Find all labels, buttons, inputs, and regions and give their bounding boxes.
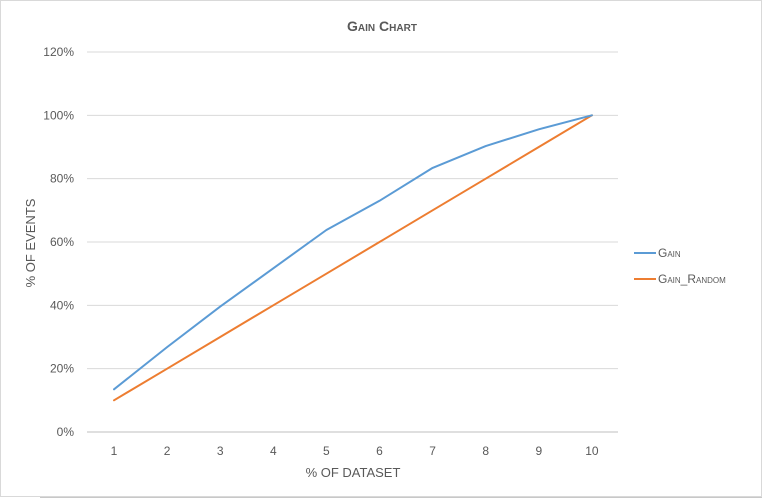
x-tick-label: 7 xyxy=(429,444,436,458)
x-tick-label: 9 xyxy=(535,444,542,458)
chart-title: Gain Chart xyxy=(347,18,417,34)
y-axis-tick-labels: 0% 20% 40% 60% 80% 100% 120% xyxy=(43,45,74,439)
legend-label: Gain xyxy=(658,246,681,260)
x-axis-tick-labels: 1 2 3 4 5 6 7 8 9 10 xyxy=(111,444,599,458)
x-axis-title: % OF DATASET xyxy=(306,465,401,480)
series-lines xyxy=(113,114,593,402)
y-tick-label: 40% xyxy=(50,298,74,312)
legend-label: Gain_Random xyxy=(658,272,726,286)
series-line-gain xyxy=(113,114,593,391)
y-tick-label: 100% xyxy=(43,108,74,122)
y-tick-label: 120% xyxy=(43,45,74,59)
legend: Gain Gain_Random xyxy=(634,246,726,286)
series-line-gain-random xyxy=(113,114,593,402)
y-tick-label: 60% xyxy=(50,235,74,249)
y-tick-label: 0% xyxy=(57,425,75,439)
x-tick-label: 6 xyxy=(376,444,383,458)
x-tick-label: 4 xyxy=(270,444,277,458)
x-tick-label: 5 xyxy=(323,444,330,458)
x-tick-label: 2 xyxy=(164,444,171,458)
y-tick-label: 80% xyxy=(50,172,74,186)
gridlines xyxy=(87,51,618,433)
x-tick-label: 8 xyxy=(482,444,489,458)
y-axis-title: % OF EVENTS xyxy=(23,198,38,287)
y-tick-label: 20% xyxy=(50,362,74,376)
divider-line xyxy=(40,497,762,498)
bottom-divider xyxy=(0,497,762,501)
x-tick-label: 1 xyxy=(111,444,118,458)
x-tick-label: 3 xyxy=(217,444,224,458)
x-tick-label: 10 xyxy=(585,444,599,458)
